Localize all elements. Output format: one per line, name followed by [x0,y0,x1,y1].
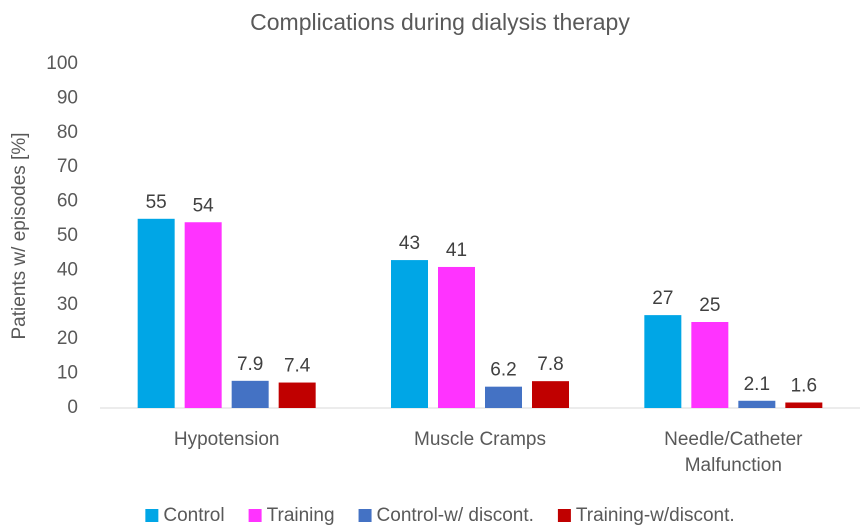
legend-swatch [557,509,571,522]
bar [137,218,175,408]
bar [644,315,682,408]
x-tick-label: Muscle Cramps [414,429,546,450]
bar [391,260,428,408]
data-label: 27 [652,288,673,309]
legend-swatch [358,509,372,522]
y-tick-label: 70 [57,156,78,177]
bar [438,266,475,408]
x-tick-label: Hypotension [173,429,280,450]
bar [231,380,269,408]
bar [278,382,316,408]
data-label: 43 [399,233,420,254]
data-label: 7.8 [537,354,563,375]
y-tick-label: 10 [57,363,78,384]
legend-label: Training [267,505,335,526]
legend-label: Control-w/ discont. [377,505,534,526]
y-axis-title: Patients w/ episodes [%] [9,133,30,340]
y-tick-label: 20 [57,328,78,349]
y-tick-label: 40 [57,259,78,280]
bar [532,381,569,408]
y-tick-label: 0 [67,397,78,418]
y-tick-label: 90 [57,87,78,108]
y-tick-label: 100 [46,53,78,74]
data-label: 54 [193,195,215,216]
x-tick-label: Needle/Catheter Malfunction [664,429,803,476]
chart-title: Complications during dialysis therapy [250,9,630,35]
legend-label: Training-w/discont. [576,505,735,526]
data-label: 55 [146,192,167,213]
legend-swatch [248,509,262,522]
data-label: 7.4 [284,356,311,377]
bar [184,222,222,408]
bar [691,322,729,408]
data-label: 2.1 [744,374,770,395]
y-tick-label: 80 [57,122,78,143]
bar [785,402,823,408]
data-label: 6.2 [490,360,516,381]
legend-label: Control [163,505,224,526]
y-tick-label: 50 [57,225,78,246]
data-label: 7.9 [237,354,263,375]
bar [485,386,522,408]
data-label: 25 [699,295,720,316]
legend-swatch [145,509,159,522]
y-tick-label: 30 [57,294,78,315]
data-label: 1.6 [791,376,817,397]
data-label: 41 [446,240,467,261]
y-tick-label: 60 [57,191,78,212]
bar [738,400,776,408]
